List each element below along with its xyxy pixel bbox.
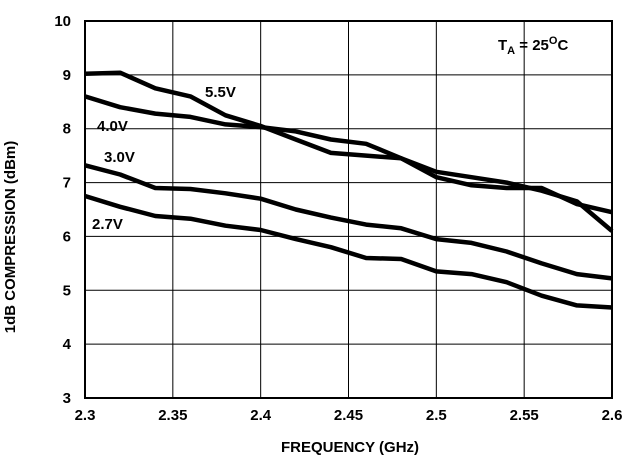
series-line-4-0v xyxy=(84,94,613,215)
x-tick-label: 2.6 xyxy=(602,407,623,424)
y-tick-labels: 3 4 5 6 7 8 9 10 xyxy=(54,13,71,407)
series-line-2-7v xyxy=(84,193,613,310)
y-tick-label: 3 xyxy=(63,390,71,407)
series-label-2-7v: 2.7V xyxy=(92,216,123,233)
x-tick-labels: 2.3 2.35 2.4 2.45 2.5 2.55 2.6 xyxy=(75,407,623,424)
temperature-annotation-equals: = 25 xyxy=(515,37,549,54)
y-tick-label: 9 xyxy=(63,67,71,84)
x-tick-label: 2.4 xyxy=(250,407,272,424)
plot-frame xyxy=(84,20,613,399)
series-lines xyxy=(84,70,614,310)
temperature-annotation-sub: A xyxy=(507,45,515,57)
x-tick-label: 2.35 xyxy=(158,407,187,424)
x-tick-label: 2.55 xyxy=(510,407,539,424)
temperature-annotation-unit: C xyxy=(557,37,568,54)
y-tick-label: 10 xyxy=(54,13,71,30)
y-axis-title: 1dB COMPRESSION (dBm) xyxy=(2,141,19,334)
series-label-3-0v: 3.0V xyxy=(104,149,135,166)
temperature-annotation: TA = 25OC xyxy=(498,35,568,57)
series-labels: 5.5V 4.0V 3.0V 2.7V xyxy=(92,84,236,233)
x-axis-title: FREQUENCY (GHz) xyxy=(281,439,419,456)
grid xyxy=(84,20,613,399)
temperature-annotation-sup: O xyxy=(549,35,558,47)
series-label-4-0v: 4.0V xyxy=(97,118,128,135)
y-tick-label: 6 xyxy=(63,228,71,245)
x-tick-label: 2.45 xyxy=(334,407,363,424)
y-tick-label: 4 xyxy=(63,336,72,353)
y-tick-label: 5 xyxy=(63,282,71,299)
x-tick-label: 2.5 xyxy=(426,407,447,424)
series-label-5-5v: 5.5V xyxy=(205,84,236,101)
y-tick-label: 7 xyxy=(63,175,71,192)
y-tick-label: 8 xyxy=(63,121,71,138)
x-tick-label: 2.3 xyxy=(75,407,96,424)
temperature-annotation-main: T xyxy=(498,37,507,54)
series-line-3-0v xyxy=(84,163,613,281)
